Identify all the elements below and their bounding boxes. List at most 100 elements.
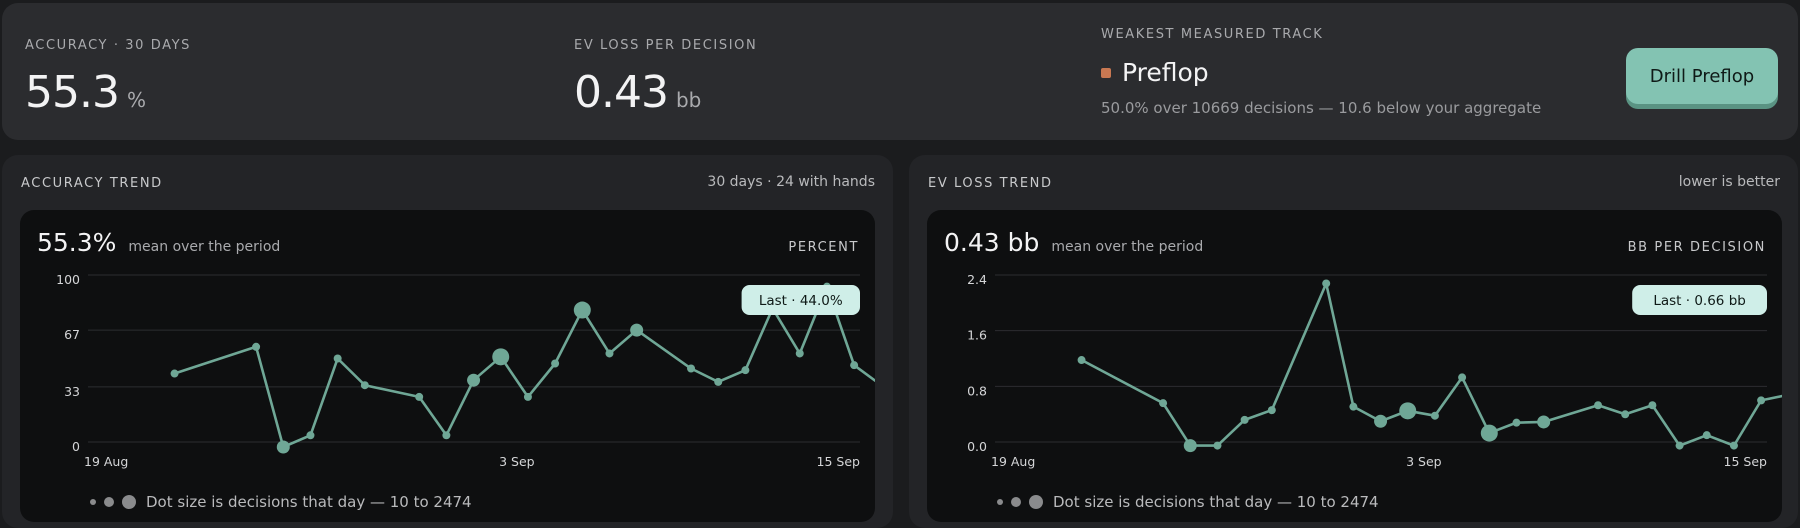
- mean-value: 55.3%: [37, 228, 117, 257]
- dot-size-legend: Dot size is decisions that day — 10 to 2…: [90, 493, 472, 511]
- data-point: [551, 359, 560, 368]
- track-color-swatch: [1101, 67, 1111, 78]
- last-value-badge: [741, 285, 860, 315]
- panel-note: lower is better: [1678, 174, 1780, 190]
- data-point: [252, 342, 261, 351]
- data-point: [523, 392, 532, 401]
- panel-note: 30 days · 24 with hands: [707, 174, 875, 190]
- ev-loss-chart-card: 0.43 bb mean over the period BB PER DECI…: [927, 210, 1782, 522]
- y-tick-label: 67: [64, 327, 80, 342]
- data-point: [1322, 279, 1331, 288]
- data-point: [415, 392, 424, 401]
- ev-loss-label: EV LOSS PER DECISION: [574, 38, 758, 53]
- last-value-badge-text: Last · 0.66 bb: [1653, 293, 1745, 309]
- mean-label: mean over the period: [1051, 239, 1204, 255]
- drill-preflop-button[interactable]: Drill Preflop: [1626, 48, 1778, 104]
- accuracy-value: 55.3: [25, 67, 120, 118]
- x-tick-label: 19 Aug: [84, 454, 128, 469]
- data-point: [467, 373, 481, 387]
- data-point: [795, 349, 804, 358]
- unit-label: PERCENT: [788, 240, 859, 255]
- data-point: [360, 381, 369, 390]
- legend-dot-medium: [104, 497, 114, 507]
- panel-title: EV LOSS TREND: [928, 176, 1053, 191]
- legend-text: Dot size is decisions that day — 10 to 2…: [146, 493, 472, 511]
- data-point: [850, 361, 859, 370]
- data-point: [741, 366, 750, 375]
- data-point: [442, 431, 451, 440]
- mean-value: 0.43 bb: [944, 228, 1040, 257]
- data-point: [170, 369, 179, 378]
- x-tick-label: 15 Sep: [1724, 454, 1768, 469]
- legend-dot-large: [122, 495, 136, 509]
- data-point: [1675, 441, 1684, 450]
- data-point: [1213, 441, 1222, 450]
- data-point: [1594, 401, 1603, 410]
- legend-dot-small: [997, 499, 1003, 505]
- x-tick-label: 19 Aug: [991, 454, 1035, 469]
- x-tick-label: 3 Sep: [499, 454, 535, 469]
- data-point: [1480, 424, 1498, 442]
- data-point: [1183, 439, 1197, 453]
- data-point: [1267, 406, 1276, 415]
- accuracy-unit: %: [126, 88, 146, 112]
- data-point: [492, 348, 510, 366]
- legend-dot-large: [1029, 495, 1043, 509]
- data-point: [306, 431, 315, 440]
- weakest-track-name: Preflop: [1122, 58, 1209, 87]
- ev-loss-value: 0.43: [574, 67, 669, 118]
- data-point: [630, 323, 644, 337]
- data-point: [1374, 414, 1388, 428]
- data-point: [1077, 356, 1086, 365]
- ev-loss-unit: bb: [675, 88, 702, 112]
- accuracy-metric: ACCURACY · 30 DAYS 55.3 %: [25, 38, 191, 118]
- data-point: [605, 349, 614, 358]
- y-tick-label: 0.8: [967, 383, 987, 398]
- accuracy-label: ACCURACY · 30 DAYS: [25, 38, 192, 53]
- legend-text: Dot size is decisions that day — 10 to 2…: [1053, 493, 1379, 511]
- series-line: [174, 285, 875, 449]
- weakest-track: WEAKEST MEASURED TRACK Preflop 50.0% ove…: [1101, 27, 1541, 117]
- unit-label: BB PER DECISION: [1627, 240, 1766, 255]
- legend-dot-small: [90, 499, 96, 505]
- accuracy-trend-panel: ACCURACY TREND 30 days · 24 with hands 5…: [2, 155, 893, 528]
- data-point: [1458, 373, 1467, 382]
- data-point: [1702, 431, 1711, 440]
- y-tick-label: 100: [56, 272, 80, 287]
- x-tick-label: 3 Sep: [1406, 454, 1442, 469]
- data-point: [687, 364, 696, 373]
- ev-loss-metric: EV LOSS PER DECISION 0.43 bb: [574, 38, 757, 118]
- accuracy-chart-card: 55.3% mean over the period PERCENT 0 33 67…: [20, 210, 875, 522]
- y-tick-label: 0: [72, 439, 80, 454]
- weakest-track-description: 50.0% over 10669 decisions — 10.6 below …: [1101, 99, 1542, 117]
- ev-loss-trend-panel: EV LOSS TREND lower is better 0.43 bb me…: [909, 155, 1798, 528]
- legend-dot-medium: [1011, 497, 1021, 507]
- mean-label: mean over the period: [128, 239, 281, 255]
- data-point: [573, 301, 591, 319]
- x-tick-label: 15 Sep: [817, 454, 861, 469]
- data-point: [1729, 441, 1738, 450]
- panel-title: ACCURACY TREND: [21, 176, 163, 191]
- data-point: [1648, 401, 1657, 410]
- data-point: [333, 354, 342, 363]
- data-point: [1430, 411, 1439, 420]
- y-tick-label: 1.6: [967, 328, 987, 343]
- last-value-badge: [1632, 285, 1767, 315]
- dot-size-legend: Dot size is decisions that day — 10 to 2…: [997, 493, 1379, 511]
- y-tick-label: 33: [64, 384, 80, 399]
- data-point: [1240, 415, 1249, 424]
- weakest-track-label: WEAKEST MEASURED TRACK: [1101, 27, 1324, 42]
- y-tick-label: 2.4: [967, 272, 987, 287]
- data-point: [1399, 402, 1417, 420]
- data-point: [1512, 418, 1521, 427]
- data-point: [1537, 415, 1551, 429]
- data-point: [1349, 402, 1358, 411]
- ev-loss-trend-chart: 0.0 0.8 1.6 2.4 19 Aug 3 Sep 15 Sep Last · 0.66…: [967, 272, 1782, 469]
- data-point: [714, 377, 723, 386]
- summary-bar: ACCURACY · 30 DAYS 55.3 % EV LOSS PER DE…: [2, 3, 1798, 140]
- data-point: [1757, 396, 1766, 405]
- data-point: [1159, 399, 1168, 408]
- series-line: [1080, 282, 1782, 447]
- y-tick-label: 0.0: [967, 439, 987, 454]
- data-point: [1621, 410, 1630, 419]
